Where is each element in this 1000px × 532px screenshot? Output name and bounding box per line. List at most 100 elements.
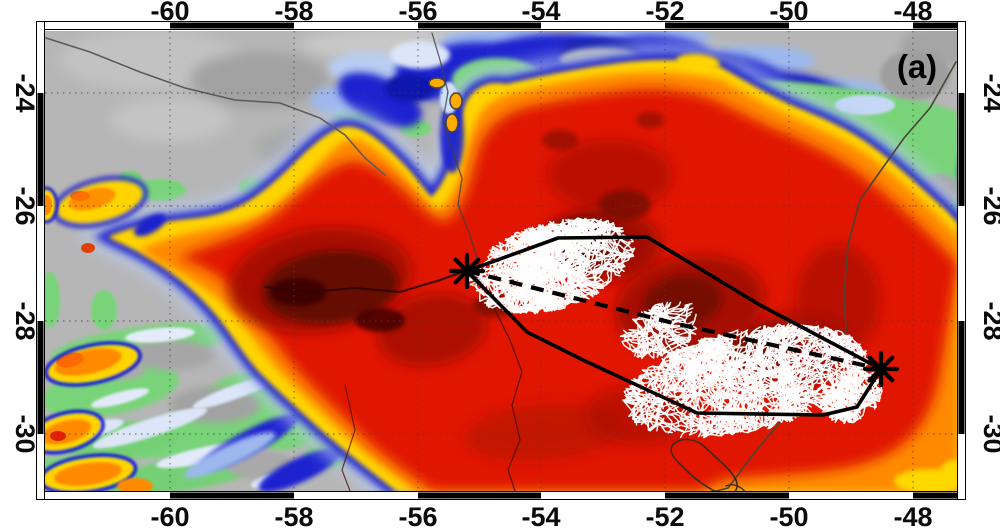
lightning-flash-path xyxy=(533,229,575,253)
lon-label-bottom: -58 xyxy=(274,502,313,532)
lat-label-left: -28 xyxy=(10,301,40,340)
track-dashed-line xyxy=(466,268,882,372)
lightning-flash-path xyxy=(682,374,698,396)
frame-tick-bar xyxy=(170,22,294,29)
lon-label-top: -48 xyxy=(893,0,932,26)
lightning-flash-path xyxy=(530,241,559,253)
lightning-flash-path xyxy=(577,225,623,251)
lightning-flash-path xyxy=(533,226,544,246)
lightning-flash-path xyxy=(686,346,701,380)
lightning-flash-path xyxy=(762,328,810,340)
lightning-flash-path xyxy=(638,341,649,356)
lightning-flash-path xyxy=(715,373,730,403)
lightning-flash-path xyxy=(539,273,580,294)
lightning-flash-path xyxy=(529,280,549,309)
lightning-flash-path xyxy=(731,361,749,384)
lightning-flash-path xyxy=(494,287,519,295)
lightning-flash-path xyxy=(632,326,650,353)
lightning-flash-path xyxy=(846,373,858,395)
lat-label-right: -30 xyxy=(978,414,1000,453)
lightning-flash-path xyxy=(831,377,846,422)
lightning-flash-path xyxy=(541,279,559,300)
lightning-flash-path xyxy=(781,327,791,351)
lat-label-left: -30 xyxy=(10,414,40,453)
lightning-flash-path xyxy=(635,375,647,396)
lightning-flash-path xyxy=(581,289,598,296)
lightning-flash-path xyxy=(823,401,849,408)
lightning-flash-path xyxy=(640,310,693,337)
lightning-flash-path xyxy=(647,306,666,323)
lightning-flash-path xyxy=(512,288,533,314)
lat-label-left: -26 xyxy=(10,186,40,225)
lightning-flash-path xyxy=(747,326,762,352)
lightning-flash-path xyxy=(563,278,595,285)
lightning-flash-path xyxy=(531,226,576,241)
lightning-flash-path xyxy=(556,278,566,311)
lightning-flash-path xyxy=(555,218,598,251)
lat-label-right: -26 xyxy=(978,186,1000,225)
track-end-marker xyxy=(862,350,900,388)
lightning-flash-path xyxy=(561,235,569,261)
lightning-flash-path xyxy=(778,373,809,403)
lightning-flash-path xyxy=(752,385,761,411)
lightning-flash-path xyxy=(574,255,583,288)
lightning-flash-path xyxy=(712,359,757,380)
lon-label-top: -50 xyxy=(769,0,808,26)
lightning-flash-path xyxy=(574,274,598,293)
lightning-flash-path xyxy=(728,346,743,376)
lightning-flash-path xyxy=(498,271,528,278)
lightning-flash-path xyxy=(819,331,850,341)
lightning-flash-path xyxy=(825,333,845,369)
lightning-flash-path xyxy=(648,309,689,347)
lightning-flash-path xyxy=(627,391,656,417)
lightning-flash-path xyxy=(520,237,529,282)
lightning-flash-path xyxy=(777,325,826,381)
lightning-flash-path xyxy=(830,334,852,359)
lightning-flash-path xyxy=(503,256,515,310)
lightning-flash-path xyxy=(700,333,729,346)
map-frame xyxy=(36,21,966,500)
lightning-flash-path xyxy=(712,345,725,377)
lightning-flash-path xyxy=(720,414,740,437)
lat-label-right: -24 xyxy=(978,73,1000,112)
lon-label-bottom: -54 xyxy=(521,502,560,532)
lightning-flash-path xyxy=(730,354,741,413)
lightning-flash-path xyxy=(479,271,504,284)
lightning-flash-path xyxy=(653,366,672,397)
lightning-flash-path xyxy=(528,261,563,314)
frame-tick-bar xyxy=(170,492,294,499)
lightning-flash-path xyxy=(777,362,820,381)
lightning-flash-path xyxy=(787,362,835,392)
lightning-flash-path xyxy=(532,270,584,279)
lon-label-bottom: -48 xyxy=(893,502,932,532)
lightning-flash-path xyxy=(569,253,631,280)
lightning-flash-path xyxy=(696,338,757,376)
lightning-flash-path xyxy=(833,378,858,407)
frame-tick-bar xyxy=(418,22,541,29)
lightning-flash-path xyxy=(742,370,814,409)
lightning-flash-path xyxy=(541,278,549,303)
lightning-flash-path xyxy=(683,384,709,415)
lon-label-bottom: -50 xyxy=(769,502,808,532)
lightning-flash-path xyxy=(664,301,682,313)
lightning-flash-path xyxy=(633,398,673,434)
lightning-flash-path xyxy=(663,362,675,390)
lightning-flash-path xyxy=(731,329,749,340)
lightning-flash-path xyxy=(650,305,658,332)
lightning-flash-path xyxy=(670,350,692,360)
lightning-flash-path xyxy=(671,386,696,391)
lightning-flash-path xyxy=(688,406,742,436)
lightning-flash-path xyxy=(606,257,626,268)
lightning-flash-path xyxy=(713,334,730,366)
lightning-tracks xyxy=(468,217,883,439)
frame-tick-bar xyxy=(37,93,44,206)
frame-tick-bar xyxy=(913,22,957,29)
lat-label-right: -28 xyxy=(978,301,1000,340)
lat-label-left: -24 xyxy=(10,73,40,112)
lightning-flash-path xyxy=(839,370,863,375)
lightning-flash-path xyxy=(733,360,758,384)
frame-band xyxy=(957,21,966,500)
lightning-flash-path xyxy=(796,403,813,415)
lon-label-bottom: -56 xyxy=(398,502,437,532)
